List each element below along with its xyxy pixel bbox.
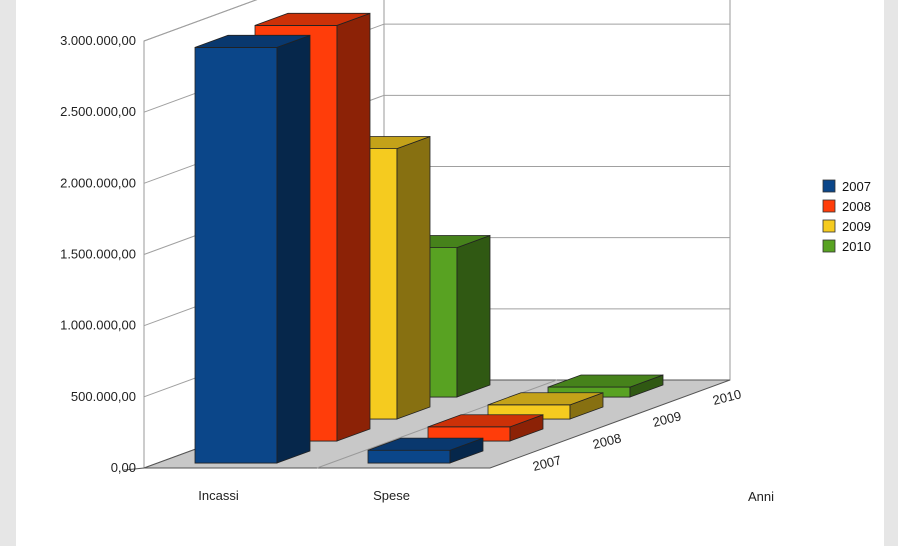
- bar: [427, 414, 544, 442]
- bar-top: [194, 34, 311, 48]
- bars: [194, 12, 664, 464]
- depth-label: 2007: [531, 452, 563, 474]
- bar-side: [276, 34, 311, 464]
- y-tick-label: 2.000.000,00: [60, 175, 136, 190]
- y-tick-label: 1.000.000,00: [60, 318, 136, 333]
- y-tick-label: 500.000,00: [71, 389, 136, 404]
- bar-side: [336, 12, 371, 442]
- legend-swatch: [822, 179, 836, 193]
- legend-swatch: [822, 219, 836, 233]
- bar-top: [367, 437, 484, 451]
- legend-swatch: [822, 199, 836, 213]
- bar-top: [547, 374, 664, 388]
- bar: [367, 437, 484, 464]
- depth-axis-title: Anni: [748, 489, 774, 504]
- depth-label: 2008: [591, 430, 623, 452]
- bar-side: [456, 234, 491, 398]
- bar-chart-3d: 0,00 500.000,00 1.000.000,00 1.500.000,00 2.…: [60, 0, 871, 504]
- bar-top: [427, 414, 544, 428]
- chart-panel: 0,00 500.000,00 1.000.000,00 1.500.000,00 2.…: [16, 0, 884, 546]
- legend-label: 2009: [842, 219, 871, 234]
- legend: 2007 2008 2009 2010: [822, 179, 871, 254]
- bar-top: [487, 392, 604, 406]
- bar-side: [396, 135, 431, 420]
- x-axis-line: [123, 467, 145, 471]
- bar-front: [367, 449, 451, 464]
- category-label: Spese: [373, 488, 410, 503]
- legend-swatch: [822, 239, 836, 253]
- y-axis-ticks: 0,00 500.000,00 1.000.000,00 1.500.000,00 2.…: [60, 33, 136, 475]
- legend-label: 2007: [842, 179, 871, 194]
- bar: [194, 34, 311, 464]
- y-tick-label: 0,00: [111, 460, 136, 475]
- bar-front: [194, 47, 278, 464]
- x-axis-categories: Incassi Spese: [198, 488, 410, 503]
- grid-line: [143, 0, 258, 42]
- depth-axis-labels: 2007 2008 2009 2010: [531, 386, 743, 474]
- y-tick-label: 2.500.000,00: [60, 104, 136, 119]
- legend-label: 2010: [842, 239, 871, 254]
- depth-label: 2009: [651, 408, 683, 430]
- depth-label: 2010: [711, 386, 743, 408]
- bar-top: [254, 12, 371, 26]
- category-label: Incassi: [198, 488, 239, 503]
- y-tick-label: 1.500.000,00: [60, 247, 136, 262]
- legend-label: 2008: [842, 199, 871, 214]
- y-tick-label: 3.000.000,00: [60, 33, 136, 48]
- bar: [487, 392, 604, 420]
